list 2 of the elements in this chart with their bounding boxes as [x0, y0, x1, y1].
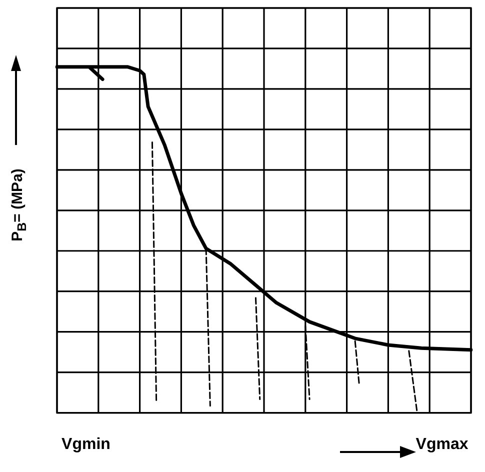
x-tick-label: Vgmax	[416, 436, 468, 453]
x-tick-label: Vgmin	[62, 436, 110, 453]
